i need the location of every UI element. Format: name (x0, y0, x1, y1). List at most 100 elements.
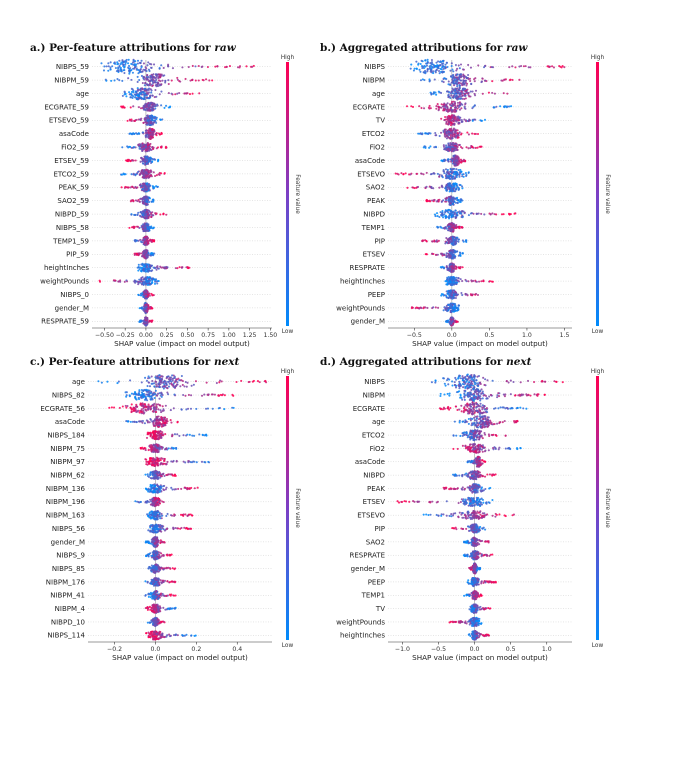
data-point (452, 222, 455, 225)
data-point (450, 90, 453, 94)
data-point (144, 214, 147, 217)
data-point (144, 202, 147, 205)
data-point (461, 293, 464, 297)
data-point (469, 66, 473, 69)
feature-label: age (372, 90, 385, 98)
data-point (145, 156, 148, 159)
data-point (441, 186, 444, 189)
data-point (483, 213, 486, 216)
data-point (465, 280, 468, 283)
data-point (506, 105, 509, 108)
data-point (427, 106, 430, 109)
data-point (141, 157, 144, 161)
data-point (450, 175, 453, 179)
data-point (131, 133, 134, 136)
data-point (164, 145, 168, 148)
data-point (125, 58, 128, 61)
data-point (446, 134, 449, 137)
data-point (176, 76, 179, 79)
data-point (450, 104, 453, 107)
data-point (145, 132, 148, 135)
data-point (144, 227, 147, 230)
data-point (467, 133, 470, 136)
data-point (150, 320, 153, 323)
data-point (113, 79, 116, 82)
data-point (452, 263, 455, 266)
data-point (121, 79, 124, 82)
data-point (228, 65, 231, 68)
data-point (141, 210, 144, 213)
x-tick-label: −0.25 (116, 332, 135, 339)
data-point (122, 69, 125, 72)
data-point (452, 127, 456, 130)
data-point (440, 214, 443, 217)
data-point (465, 120, 468, 123)
data-point (483, 118, 487, 121)
data-point (445, 121, 448, 124)
data-point (152, 146, 155, 149)
data-point (152, 78, 155, 81)
data-point (107, 62, 110, 65)
data-point (467, 63, 470, 67)
data-point (184, 77, 187, 81)
colorbar-high-label: High (281, 55, 295, 61)
data-point (448, 190, 451, 193)
data-point (144, 145, 147, 148)
data-point (187, 65, 190, 69)
data-point (457, 188, 460, 192)
data-point (428, 78, 431, 81)
data-point (146, 74, 149, 77)
data-point (473, 92, 476, 95)
data-point (143, 78, 146, 81)
data-point (147, 108, 150, 111)
data-point (128, 91, 131, 94)
data-point (140, 97, 143, 100)
data-point (448, 212, 452, 215)
data-point (456, 104, 459, 108)
data-point (147, 158, 151, 161)
data-point (140, 184, 143, 187)
data-point (148, 149, 151, 152)
data-point (145, 241, 148, 244)
data-point (551, 65, 554, 68)
data-point (130, 213, 133, 216)
data-point (148, 320, 151, 323)
data-point (449, 196, 452, 199)
data-point (121, 106, 124, 109)
data-point (430, 92, 433, 95)
data-point (438, 175, 441, 178)
data-point (144, 208, 147, 211)
data-point (443, 130, 446, 133)
data-point (460, 170, 463, 173)
data-point (139, 118, 142, 121)
data-point (417, 63, 420, 66)
data-point (156, 146, 160, 149)
data-point (454, 136, 457, 139)
data-point (143, 252, 146, 255)
data-point (452, 227, 455, 231)
data-point (457, 238, 460, 241)
data-point (450, 215, 453, 218)
data-point (451, 113, 454, 117)
feature-label: NIBPS (364, 63, 385, 71)
data-point (491, 80, 494, 83)
data-point (462, 240, 465, 243)
data-point (142, 121, 145, 124)
data-point (503, 106, 506, 109)
data-point (511, 78, 514, 82)
data-point (116, 61, 119, 64)
data-point (444, 132, 447, 135)
x-tick-label: 0.75 (201, 332, 215, 339)
data-point (147, 143, 150, 146)
data-point (436, 103, 439, 106)
data-point (152, 102, 155, 105)
data-point (415, 306, 418, 309)
data-point (473, 104, 476, 107)
data-point (136, 94, 139, 97)
data-point (208, 79, 211, 82)
data-point (437, 90, 440, 93)
data-point (153, 76, 156, 79)
data-point (149, 226, 152, 229)
data-point (136, 62, 139, 65)
